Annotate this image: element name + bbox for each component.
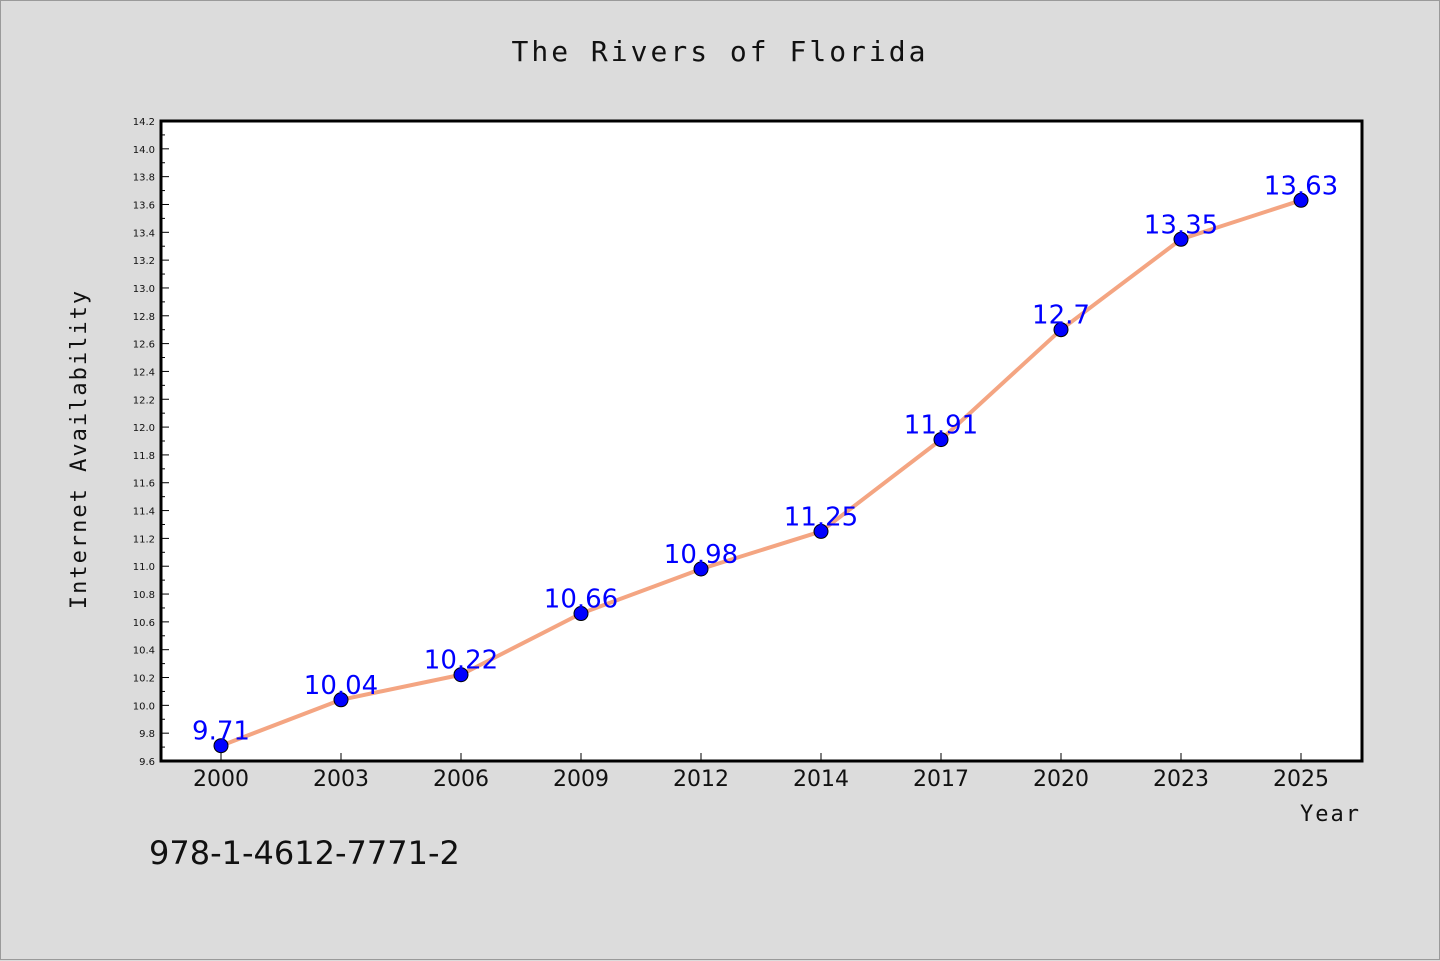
y-tick-label: 11.4 [133, 507, 155, 518]
data-point [933, 432, 949, 448]
data-point [333, 692, 349, 708]
y-tick-label: 14.2 [133, 117, 155, 128]
data-point [1053, 322, 1069, 338]
data-point [1293, 192, 1309, 208]
data-label: 9.71 [192, 717, 250, 747]
data-label: 13.35 [1144, 210, 1218, 240]
footer-code: 978-1-4612-7771-2 [149, 834, 460, 872]
x-tick-label: 2006 [433, 767, 489, 792]
x-tick-label: 2009 [553, 767, 609, 792]
data-label: 12.7 [1032, 301, 1090, 331]
x-tick-label: 2023 [1153, 767, 1209, 792]
y-tick-label: 14.0 [133, 145, 155, 156]
y-tick-label: 10.0 [133, 701, 155, 712]
data-label: 10.66 [544, 585, 618, 615]
y-tick-label: 11.0 [133, 562, 155, 573]
x-axis-label: Year [1300, 802, 1361, 827]
y-tick-label: 10.4 [133, 646, 155, 657]
data-label: 13.63 [1264, 171, 1338, 201]
data-label: 10.98 [664, 540, 738, 570]
y-tick-label: 13.4 [133, 228, 155, 239]
y-tick-label: 10.8 [133, 590, 155, 601]
series-group: 9.71 10.04 10.22 10.66 10.98 11.25 11.91 12.7 13… [192, 171, 1338, 754]
y-tick-label: 10.6 [133, 618, 155, 629]
y-tick-label: 13.2 [133, 256, 155, 267]
data-point [573, 606, 589, 622]
y-tick-label: 12.0 [133, 423, 155, 434]
x-axis-ticks: 2000 2003 2006 2009 2012 2014 2017 2020 2023 2025 [193, 753, 1329, 792]
x-tick-label: 2025 [1273, 767, 1329, 792]
data-label: 11.25 [784, 502, 858, 532]
data-point [213, 738, 229, 754]
data-label: 10.04 [304, 671, 378, 701]
data-point [813, 523, 829, 539]
y-axis-label: Internet Availability [67, 289, 92, 609]
y-tick-label: 13.6 [133, 200, 155, 211]
x-tick-label: 2003 [313, 767, 369, 792]
data-label: 10.22 [424, 646, 498, 676]
y-axis-ticks: 9.6 9.8 10.0 10.2 10.4 10.6 10.8 11.0 11.2 11.4 11… [133, 117, 169, 768]
y-tick-label: 11.2 [133, 534, 155, 545]
y-tick-label: 12.6 [133, 340, 155, 351]
y-tick-label: 12.2 [133, 395, 155, 406]
series-line [220, 198, 1302, 748]
x-tick-label: 2014 [793, 767, 849, 792]
data-label: 11.91 [904, 411, 978, 441]
chart-title: The Rivers of Florida [511, 35, 929, 68]
x-tick-label: 2000 [193, 767, 249, 792]
plot-area [159, 119, 1364, 763]
y-tick-label: 11.8 [133, 451, 155, 462]
y-tick-label: 13.8 [133, 173, 155, 184]
y-tick-label: 12.8 [133, 312, 155, 323]
x-tick-label: 2012 [673, 767, 729, 792]
y-tick-label: 13.0 [133, 284, 155, 295]
data-point [1173, 231, 1189, 247]
data-point [453, 667, 469, 683]
y-tick-label: 12.4 [133, 367, 155, 378]
y-tick-label: 11.6 [133, 479, 155, 490]
data-point [693, 561, 709, 577]
y-tick-label: 10.2 [133, 674, 155, 685]
y-tick-label: 9.6 [139, 757, 155, 768]
x-tick-label: 2017 [913, 767, 969, 792]
x-tick-label: 2020 [1033, 767, 1089, 792]
y-tick-label: 9.8 [139, 729, 155, 740]
